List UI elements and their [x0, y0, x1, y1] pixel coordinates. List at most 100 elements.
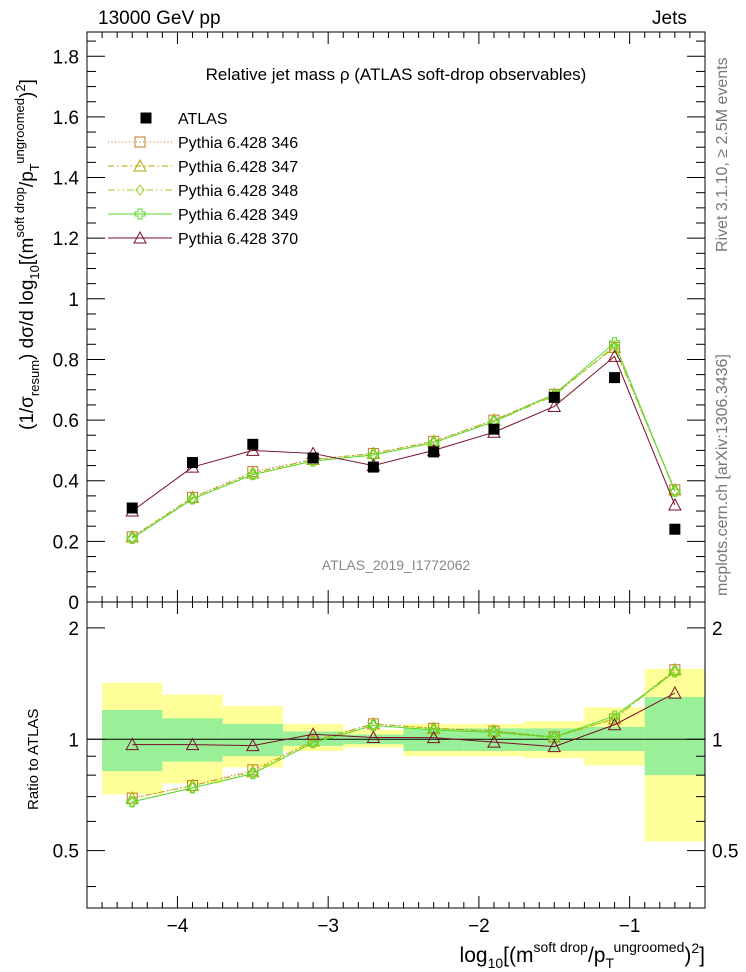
- series-point-4: [607, 349, 622, 362]
- y-tick-label-ratio-right: 2: [712, 619, 723, 640]
- ratio-point-3: [187, 782, 199, 794]
- x-axis-label: log10[(msoft drop/pTungroomed)2]: [460, 939, 705, 971]
- atlas-data-point: [488, 423, 500, 435]
- legend-marker-3: [134, 208, 146, 220]
- y-tick-label-main: 0.2: [53, 532, 79, 553]
- ratio-point-4: [306, 727, 320, 740]
- atlas-data-point: [548, 391, 560, 403]
- y-tick-label-ratio: 1: [68, 730, 79, 751]
- atlas-data-point: [609, 372, 621, 384]
- ratio-point-4: [245, 738, 260, 752]
- legend-marker-atlas: [140, 112, 152, 124]
- atlas-data-point: [187, 457, 199, 469]
- ratio-point-3: [548, 731, 560, 743]
- y-tick-label-main: 0.6: [53, 411, 79, 432]
- series-point-4: [547, 399, 562, 412]
- y-tick-label-main: 1.6: [53, 108, 79, 129]
- ratio-point-3: [669, 666, 681, 678]
- legend-label-1: Pythia 6.428 347: [178, 159, 298, 176]
- y-tick-label-main: 0: [68, 593, 79, 614]
- legend-label-4: Pythia 6.428 370: [178, 231, 298, 248]
- ratio-point-3: [307, 737, 319, 749]
- header-process: 13000 GeV pp: [98, 8, 221, 29]
- ratio-band-inner: [644, 697, 705, 776]
- ratio-point-3: [609, 710, 621, 722]
- header-category: Jets: [652, 8, 687, 29]
- ratio-point-4: [668, 686, 682, 699]
- x-tick-label: −3: [317, 916, 339, 937]
- ratio-point-4: [607, 717, 622, 731]
- ratio-point-2: [609, 712, 620, 724]
- legend-label-atlas: ATLAS: [178, 111, 228, 128]
- main-series-group: [125, 337, 682, 545]
- series-line-4: [131, 355, 676, 512]
- y-tick-label-ratio: 0.5: [53, 842, 79, 863]
- series-point-3: [669, 485, 681, 497]
- ratio-point-3: [367, 719, 379, 731]
- series-line-2: [131, 344, 676, 539]
- y-axis-label-ratio: Ratio to ATLAS: [25, 709, 42, 810]
- ratio-point-4: [547, 739, 562, 753]
- ratio-point-3: [126, 796, 138, 808]
- analysis-watermark: ATLAS_2019_I1772062: [322, 557, 471, 573]
- y-tick-label-ratio-right: 0.5: [712, 842, 738, 863]
- series-point-4: [245, 443, 260, 456]
- legend-marker-4: [133, 230, 147, 244]
- ratio-band-inner: [162, 718, 223, 762]
- axis-ticks-group: −4 −3 −2 −1 0 0.2 0.4 0.6 0.8 1 1.2 1.4 1.6 1.8 0.5 0.5…: [53, 32, 738, 937]
- y-tick-label-main: 1.4: [53, 169, 80, 190]
- atlas-data-point: [247, 438, 259, 450]
- ratio-line-3: [132, 671, 676, 803]
- ratio-point-1: [185, 778, 200, 792]
- series-point-4: [668, 497, 682, 511]
- y-axis-label-main: (1/σresum) dσ/d log10[(msoft drop/pTungr…: [12, 79, 42, 430]
- legend-marker-0: [134, 136, 146, 148]
- y-tick-label-ratio: 2: [68, 619, 79, 640]
- legend: ATLAS Pythia 6.428 346 Pythia 6.428 347 Pyt…: [108, 111, 298, 248]
- atlas-data-point: [669, 523, 681, 535]
- ratio-point-4: [185, 737, 200, 751]
- atlas-data-point: [428, 446, 440, 458]
- series-line-3: [131, 341, 676, 539]
- x-tick-label: −2: [468, 916, 490, 937]
- legend-label-0: Pythia 6.428 346: [178, 135, 298, 152]
- atlas-data-point: [367, 461, 379, 473]
- ratio-line-1: [132, 669, 676, 799]
- x-tick-label: −4: [167, 916, 189, 937]
- ratio-series-group: [125, 662, 682, 808]
- series-point-3: [187, 493, 199, 505]
- ratio-line-4: [132, 692, 676, 748]
- series-point-3: [609, 337, 621, 349]
- ratio-band-inner: [102, 710, 163, 772]
- y-tick-label-main: 1.8: [53, 47, 79, 68]
- ratio-bands-group: [87, 668, 705, 842]
- series-line-1: [131, 346, 676, 538]
- ratio-point-4: [426, 730, 441, 744]
- ratio-point-4: [125, 737, 140, 751]
- ratio-point-1: [668, 662, 682, 676]
- y-tick-label-main: 0.4: [53, 472, 80, 493]
- series-point-3: [247, 469, 259, 481]
- y-tick-label-main: 1.2: [53, 229, 79, 250]
- chart-title: Relative jet mass ρ (ATLAS soft-drop obs…: [206, 65, 587, 84]
- legend-marker-1: [133, 158, 147, 172]
- ratio-point-3: [488, 726, 500, 738]
- y-tick-label-ratio-right: 1: [712, 730, 723, 751]
- y-tick-label-main: 1: [68, 290, 79, 311]
- legend-label-2: Pythia 6.428 348: [178, 183, 298, 200]
- ratio-point-4: [487, 735, 501, 748]
- series-point-3: [126, 532, 138, 544]
- ratio-line-2: [132, 671, 676, 803]
- legend-label-3: Pythia 6.428 349: [178, 207, 298, 224]
- ratio-point-1: [125, 791, 140, 804]
- atlas-data-point: [126, 502, 138, 514]
- legend-marker-2: [135, 184, 145, 196]
- series-point-3: [367, 449, 379, 461]
- x-tick-label: −1: [619, 916, 641, 937]
- y-tick-label-main: 0.8: [53, 350, 79, 371]
- series-line-0: [131, 346, 676, 538]
- ratio-point-3: [247, 768, 259, 780]
- ratio-plot-frame: [86, 601, 706, 909]
- ratio-point-4: [366, 730, 381, 744]
